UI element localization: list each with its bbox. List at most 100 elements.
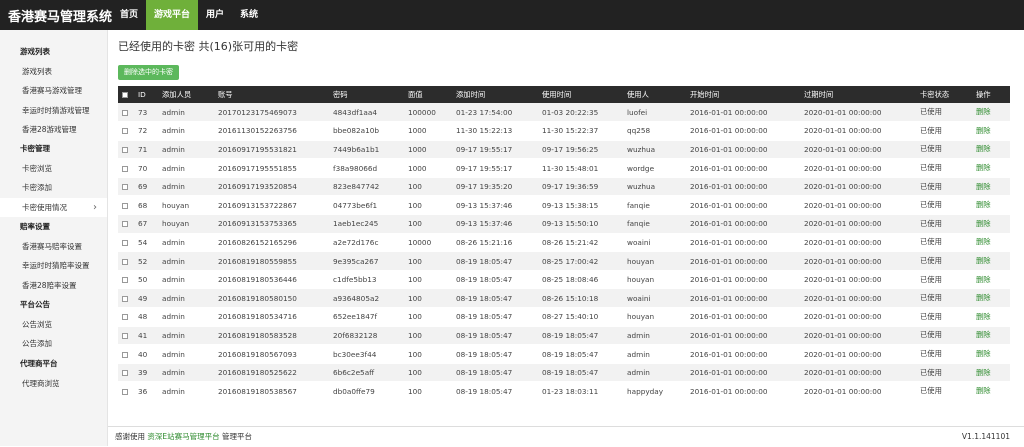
delete-link[interactable]: 删除 [969,140,1010,160]
row-checkbox[interactable] [118,288,131,309]
delete-link[interactable]: 删除 [969,307,1010,327]
menu-item[interactable]: 公告添加 [22,339,52,349]
nav-item[interactable]: 首页 [120,10,139,20]
menu-item[interactable]: 香港28赔率设置 [22,280,77,290]
column-header: 使用时间 [535,86,620,103]
delete-link[interactable]: 删除 [969,251,1010,271]
delete-link[interactable]: 删除 [969,270,1010,290]
row-checkbox[interactable] [118,177,131,197]
delete-link[interactable]: 删除 [969,195,1010,216]
menu-item[interactable]: 香港赛马游戏管理 [22,86,82,96]
delete-link[interactable]: 删除 [969,326,1010,346]
cell: 20f6832128 [326,326,401,346]
delete-button[interactable]: 删除选中的卡密 [118,65,179,80]
cell: 2020-01-01 00:00:00 [797,195,913,216]
menu-item[interactable]: 卡密浏览 [22,164,52,174]
row-checkbox[interactable] [118,121,131,141]
row-checkbox[interactable] [118,381,131,401]
cell: a9364805a2 [326,288,401,309]
card-table: ID 添加人员 账号 密码 面值 添加时间 使用时间 使用人 开始时间 过期时间 卡密状态 操作 73… [118,86,1010,401]
nav: 首页 游戏平台 用户 系统 [112,0,266,30]
delete-link[interactable]: 删除 [969,214,1010,234]
table-row: 73 admin 20170123175469073 4843df1aa4 100000… [118,103,1010,123]
table-row: 54 admin 20160826152165296 a2e72d176c 10000 0… [118,233,1010,253]
cell: 67 [131,214,155,234]
cell: 已使用 [913,326,969,346]
footer-link[interactable]: 资深E站赛马管理平台 [147,432,220,441]
row-checkbox[interactable] [118,214,131,234]
menu-item[interactable]: 幸运时时猜赔率设置 [22,261,90,271]
cell: 已使用 [913,233,969,253]
cell: 08-26 15:21:16 [449,233,535,253]
menu-item[interactable]: 香港28游戏管理 [22,124,77,134]
cell: 20160819180536446 [211,270,326,290]
cell: 2016-01-01 00:00:00 [683,103,797,123]
delete-link[interactable]: 删除 [969,363,1010,383]
delete-link[interactable]: 删除 [969,103,1010,123]
header-row: ID 添加人员 账号 密码 面值 添加时间 使用时间 使用人 开始时间 过期时间 卡密状态 操作 [118,86,1010,103]
row-checkbox[interactable] [118,251,131,271]
cell: 08-19 18:05:47 [449,270,535,290]
menu-group: 游戏列表 [20,47,50,56]
nav-item[interactable]: 用户 [206,10,225,20]
cell: luofei [620,103,683,123]
cell: 20170123175469073 [211,103,326,123]
row-checkbox[interactable] [118,158,131,178]
cell: 2016-01-01 00:00:00 [683,326,797,346]
cell: admin [155,103,211,123]
cell: 2016-01-01 00:00:00 [683,140,797,160]
row-checkbox[interactable] [118,363,131,383]
cell: 已使用 [913,363,969,383]
delete-link[interactable]: 删除 [969,381,1010,401]
delete-link[interactable]: 删除 [969,344,1010,364]
cell: 2016-01-01 00:00:00 [683,307,797,327]
column-header: 面值 [401,86,449,103]
row-checkbox[interactable] [118,326,131,346]
cell: 已使用 [913,195,969,216]
delete-link[interactable]: 删除 [969,121,1010,141]
table-row: 72 admin 20161130152263756 bbe082a10b 1000 11… [118,121,1010,141]
row-checkbox[interactable] [118,344,131,364]
menu-item[interactable]: 公告浏览 [22,319,52,329]
menu-item[interactable]: 香港赛马赔率设置 [22,242,82,252]
menu-item[interactable]: 卡密使用情况 [0,197,107,217]
cell: 08-27 15:40:10 [535,307,620,327]
cell: 已使用 [913,103,969,123]
cell: 11-30 15:22:13 [449,121,535,141]
cell: 2020-01-01 00:00:00 [797,103,913,123]
table-row: 49 admin 20160819180580150 a9364805a2 100 08-… [118,288,1010,309]
delete-link[interactable]: 删除 [969,288,1010,309]
delete-link[interactable]: 删除 [969,177,1010,197]
cell: 09-17 19:35:20 [449,177,535,197]
cell: 10000 [401,233,449,253]
row-checkbox[interactable] [118,195,131,216]
cell: 20160826152165296 [211,233,326,253]
column-header: 开始时间 [683,86,797,103]
row-checkbox[interactable] [118,233,131,253]
row-checkbox[interactable] [118,140,131,160]
delete-link[interactable]: 删除 [969,158,1010,178]
logo: 香港赛马管理系统 [8,10,113,25]
nav-item[interactable]: 游戏平台 [146,0,199,30]
menu-item[interactable]: 幸运时时猜游戏管理 [22,105,90,115]
cell: 100 [401,177,449,197]
cell: 2016-01-01 00:00:00 [683,177,797,197]
cell: 11-30 15:48:01 [535,158,620,178]
cell: 2016-01-01 00:00:00 [683,233,797,253]
menu-item[interactable]: 代理商浏览 [22,378,60,388]
menu-item[interactable]: 游戏列表 [22,67,52,76]
select-all[interactable] [118,86,131,103]
delete-link[interactable]: 删除 [969,233,1010,253]
cell: 1000 [401,121,449,141]
cell: 08-26 15:21:42 [535,233,620,253]
row-checkbox[interactable] [118,307,131,327]
menu-item[interactable]: 卡密添加 [22,183,52,193]
cell: 08-19 18:05:47 [535,363,620,383]
cell: fanqie [620,214,683,234]
cell: admin [155,344,211,364]
cell: woaini [620,288,683,309]
nav-item[interactable]: 系统 [240,10,259,20]
cell: 71 [131,140,155,160]
row-checkbox[interactable] [118,270,131,290]
row-checkbox[interactable] [118,103,131,123]
